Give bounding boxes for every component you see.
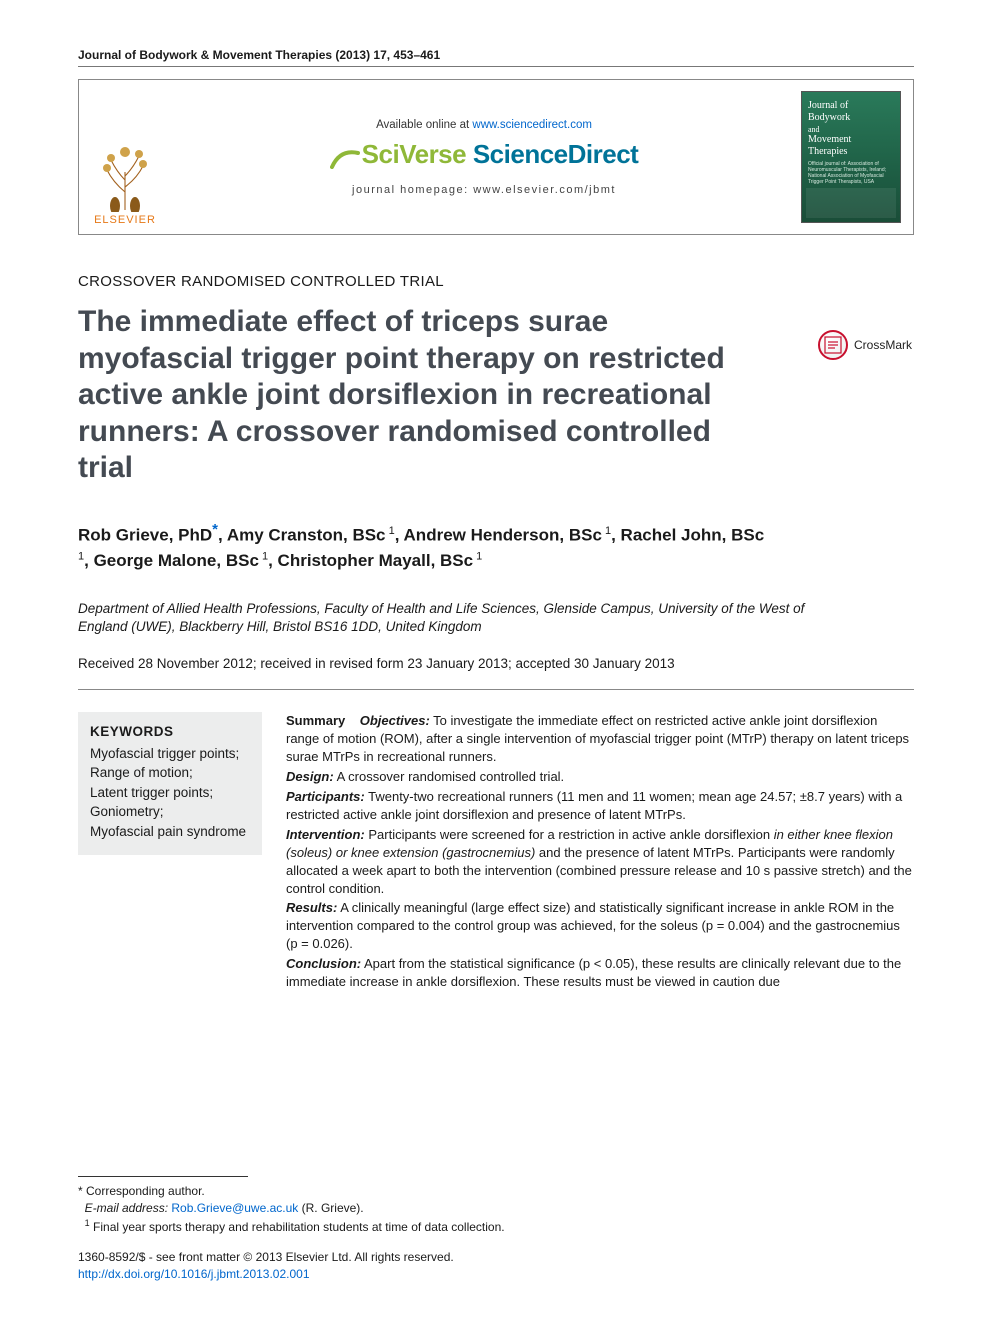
- sciverse-swoosh-icon: [330, 147, 360, 169]
- objectives-label: Objectives:: [360, 713, 430, 728]
- results-label: Results:: [286, 900, 337, 915]
- copyright-block: 1360-8592/$ - see front matter © 2013 El…: [78, 1249, 914, 1283]
- elsevier-logo: ELSEVIER: [79, 80, 171, 234]
- author-2-sup: 1: [386, 525, 395, 537]
- copyright-line: 1360-8592/$ - see front matter © 2013 El…: [78, 1249, 914, 1266]
- design-text: A crossover randomised controlled trial.: [334, 769, 565, 784]
- rule-top: [78, 66, 914, 67]
- author-6-sup: 1: [473, 550, 482, 562]
- author-4: Rachel John, BSc: [621, 526, 765, 545]
- footnote-rule: [78, 1176, 248, 1177]
- keyword-4: Goniometry;: [90, 802, 250, 822]
- author-2: Amy Cranston, BSc: [227, 526, 386, 545]
- email-link[interactable]: Rob.Grieve@uwe.ac.uk: [171, 1201, 298, 1215]
- crossmark-badge-icon: [818, 330, 848, 360]
- header-box: ELSEVIER Available online at www.science…: [78, 79, 914, 235]
- elsevier-wordmark: ELSEVIER: [94, 214, 156, 226]
- available-online-line: Available online at www.sciencedirect.co…: [179, 119, 789, 131]
- author-4-sup: 1: [78, 550, 84, 562]
- keyword-3: Latent trigger points;: [90, 783, 250, 803]
- keywords-heading: KEYWORDS: [90, 722, 250, 742]
- footnotes: * Corresponding author. E-mail address: …: [78, 1176, 914, 1283]
- design-label: Design:: [286, 769, 334, 784]
- summary-label: Summary: [286, 713, 345, 728]
- intervention-text-pre: Participants were screened for a restric…: [365, 827, 774, 842]
- header-center: Available online at www.sciencedirect.co…: [171, 109, 797, 206]
- author-6: Christopher Mayall, BSc: [278, 551, 474, 570]
- sciverse-text: SciVerse: [362, 139, 466, 169]
- author-list: Rob Grieve, PhD*, Amy Cranston, BSc 1, A…: [78, 519, 778, 574]
- corresponding-author-note: * Corresponding author.: [78, 1183, 914, 1200]
- article-type: CROSSOVER RANDOMISED CONTROLLED TRIAL: [78, 273, 914, 290]
- sciverse-sciencedirect-logo: SciVerse ScienceDirect: [330, 139, 639, 170]
- keyword-5: Myofascial pain syndrome: [90, 822, 250, 842]
- participants-text: Twenty-two recreational runners (11 men …: [286, 789, 902, 822]
- cover-line3: and: [808, 125, 894, 134]
- author-1: Rob Grieve, PhD: [78, 526, 212, 545]
- author-5: George Malone, BSc: [94, 551, 259, 570]
- cover-subtitle: Official journal of: Association of Neur…: [808, 161, 894, 185]
- footnote-1-text: Final year sports therapy and rehabilita…: [90, 1220, 505, 1234]
- article-title: The immediate effect of triceps surae my…: [78, 304, 758, 487]
- journal-cover-thumbnail: Journal of Bodywork and Movement Therapi…: [801, 91, 901, 223]
- elsevier-tree-icon: [93, 132, 157, 212]
- author-3: Andrew Henderson, BSc: [404, 526, 602, 545]
- conclusion-label: Conclusion:: [286, 956, 361, 971]
- sciencedirect-link[interactable]: www.sciencedirect.com: [472, 119, 592, 131]
- email-label: E-mail address:: [85, 1201, 172, 1215]
- footnote-1: 1 Final year sports therapy and rehabili…: [78, 1217, 914, 1236]
- email-line: E-mail address: Rob.Grieve@uwe.ac.uk (R.…: [78, 1200, 914, 1217]
- corresponding-star: *: [212, 521, 218, 538]
- email-suffix: (R. Grieve).: [298, 1201, 363, 1215]
- participants-label: Participants:: [286, 789, 365, 804]
- intervention-label: Intervention:: [286, 827, 365, 842]
- crossmark-widget[interactable]: CrossMark: [818, 330, 912, 360]
- journal-reference: Journal of Bodywork & Movement Therapies…: [78, 48, 914, 62]
- abstract: Summary Objectives: To investigate the i…: [286, 712, 914, 993]
- cover-line5: Therapies: [808, 146, 847, 157]
- article-dates: Received 28 November 2012; received in r…: [78, 656, 914, 671]
- keyword-2: Range of motion;: [90, 763, 250, 783]
- affiliation: Department of Allied Health Professions,…: [78, 600, 818, 636]
- cover-line2: Bodywork: [808, 112, 850, 123]
- rule-mid: [78, 689, 914, 690]
- results-text: A clinically meaningful (large effect si…: [286, 900, 900, 951]
- keywords-abstract-row: KEYWORDS Myofascial trigger points; Rang…: [78, 712, 914, 993]
- author-3-sup: 1: [602, 525, 611, 537]
- doi-link[interactable]: http://dx.doi.org/10.1016/j.jbmt.2013.02…: [78, 1267, 310, 1281]
- available-prefix: Available online at: [376, 119, 472, 131]
- conclusion-text: Apart from the statistical significance …: [286, 956, 901, 989]
- cover-line4: Movement: [808, 134, 851, 145]
- cover-bottom-graphic: [806, 188, 896, 218]
- journal-homepage: journal homepage: www.elsevier.com/jbmt: [179, 184, 789, 196]
- author-5-sup: 1: [259, 550, 268, 562]
- cover-title: Journal of Bodywork and Movement Therapi…: [808, 100, 894, 157]
- crossmark-label: CrossMark: [854, 338, 912, 352]
- keywords-box: KEYWORDS Myofascial trigger points; Rang…: [78, 712, 262, 855]
- keyword-1: Myofascial trigger points;: [90, 744, 250, 764]
- cover-line1: Journal of: [808, 100, 848, 111]
- sciencedirect-text: ScienceDirect: [466, 139, 638, 169]
